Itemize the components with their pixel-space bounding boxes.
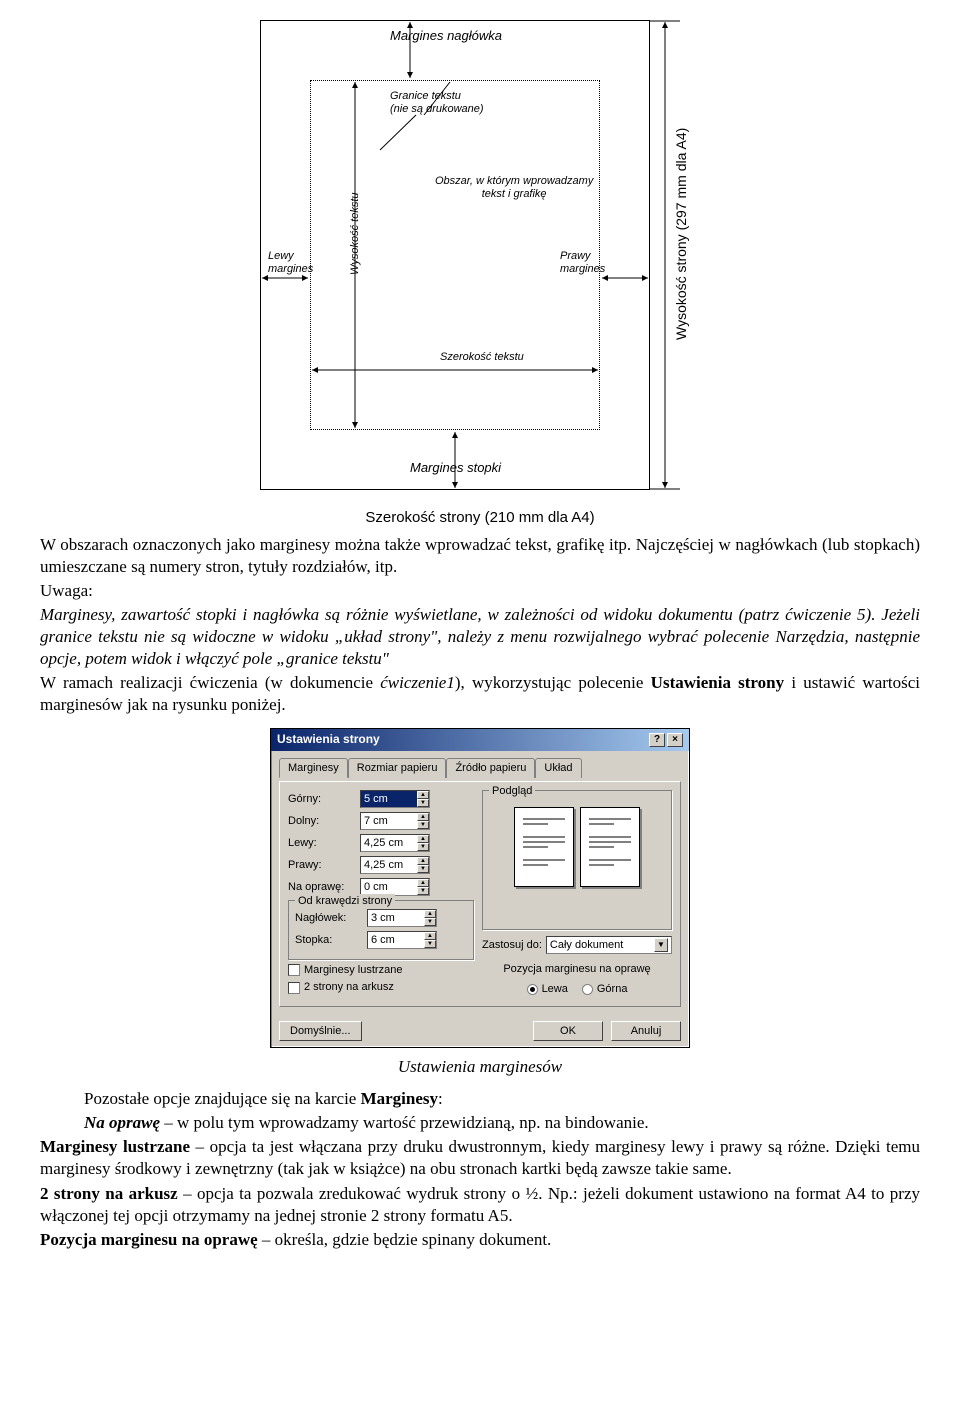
- dialog-title: Ustawienia strony: [277, 732, 380, 748]
- input-left[interactable]: 4,25 cm▲▼: [360, 834, 430, 852]
- edge-group-title: Od krawędzi strony: [295, 894, 395, 908]
- input-footer[interactable]: 6 cm▲▼: [367, 931, 437, 949]
- dialog-titlebar: Ustawienia strony ? ×: [271, 729, 689, 751]
- ok-button[interactable]: OK: [533, 1021, 603, 1041]
- input-bottom[interactable]: 7 cm▲▼: [360, 812, 430, 830]
- text-height-label: Wysokość tekstu: [348, 192, 362, 275]
- label-header: Nagłówek:: [295, 911, 363, 925]
- label-left: Lewy:: [288, 836, 356, 850]
- paragraph-note: Marginesy, zawartość stopki i nagłówka s…: [40, 604, 920, 670]
- preview-page-2: [580, 807, 640, 887]
- footer-margin-label: Margines stopki: [410, 460, 501, 477]
- radio-left[interactable]: Lewa: [527, 982, 568, 996]
- apply-to-combo[interactable]: Cały dokument ▼: [546, 936, 672, 954]
- label-footer: Stopka:: [295, 933, 363, 947]
- checkbox-mirror[interactable]: Marginesy lustrzane: [288, 963, 474, 977]
- page-setup-dialog: Ustawienia strony ? × Marginesy Rozmiar …: [270, 728, 690, 1048]
- edge-group: Od krawędzi strony Nagłówek: 3 cm▲▼ Stop…: [288, 900, 474, 960]
- paragraph-gutter-pos: Pozycja marginesu na oprawę – określa, g…: [40, 1229, 920, 1251]
- paragraph-two-pages: 2 strony na arkusz – opcja ta pozwala zr…: [40, 1183, 920, 1227]
- label-right: Prawy:: [288, 858, 356, 872]
- paragraph-mirror: Marginesy lustrzane – opcja ta jest włąc…: [40, 1136, 920, 1180]
- gutter-pos-label: Pozycja marginesu na oprawę: [482, 962, 672, 976]
- checkbox-two-pages[interactable]: 2 strony na arkusz: [288, 980, 474, 994]
- paragraph-remaining: Pozostałe opcje znajdujące się na karcie…: [84, 1088, 920, 1110]
- radio-top[interactable]: Górna: [582, 982, 628, 996]
- dialog-caption: Ustawienia marginesów: [40, 1056, 920, 1078]
- chevron-down-icon: ▼: [654, 938, 668, 952]
- preview-group: Podgląd: [482, 790, 672, 930]
- input-top[interactable]: 5 cm▲▼: [360, 790, 430, 808]
- page-height-label: Wysokość strony (297 mm dla A4): [672, 128, 690, 340]
- label-bottom: Dolny:: [288, 814, 356, 828]
- apply-to-label: Zastosuj do:: [482, 938, 542, 952]
- label-top: Górny:: [288, 792, 356, 806]
- tab-paper-size[interactable]: Rozmiar papieru: [348, 758, 447, 778]
- preview-page-1: [514, 807, 574, 887]
- tab-paper-source[interactable]: Źródło papieru: [446, 758, 535, 778]
- paragraph-1: W obszarach oznaczonych jako marginesy m…: [40, 534, 920, 578]
- label-gutter: Na oprawę:: [288, 880, 356, 894]
- input-header[interactable]: 3 cm▲▼: [367, 909, 437, 927]
- paragraph-gutter-opt: Na oprawę – w polu tym wprowadzamy warto…: [84, 1112, 920, 1134]
- right-margin-label: Prawy margines: [560, 250, 605, 276]
- header-margin-label: Margines nagłówka: [390, 28, 502, 45]
- page-width-caption: Szerokość strony (210 mm dla A4): [40, 508, 920, 528]
- paragraph-exercise: W ramach realizacji ćwiczenia (w dokumen…: [40, 672, 920, 716]
- tab-margins[interactable]: Marginesy: [279, 758, 348, 778]
- cancel-button[interactable]: Anuluj: [611, 1021, 681, 1041]
- text-boundary-label: Granice tekstu (nie są drukowane): [390, 90, 484, 116]
- paragraph-uwaga: Uwaga:: [40, 580, 920, 602]
- help-button[interactable]: ?: [649, 733, 665, 747]
- uwaga-label: Uwaga:: [40, 581, 93, 600]
- left-margin-label: Lewy margines: [268, 250, 313, 276]
- default-button[interactable]: Domyślnie...: [279, 1021, 362, 1041]
- text-area-label: Obszar, w którym wprowadzamy tekst i gra…: [435, 175, 593, 201]
- tabs: Marginesy Rozmiar papieru Źródło papieru…: [279, 757, 681, 777]
- input-right[interactable]: 4,25 cm▲▼: [360, 856, 430, 874]
- text-width-label: Szerokość tekstu: [440, 350, 524, 364]
- preview-title: Podgląd: [489, 784, 535, 798]
- close-button[interactable]: ×: [667, 733, 683, 747]
- tab-layout[interactable]: Układ: [535, 758, 581, 778]
- page-margins-diagram: Margines nagłówka Granice tekstu (nie są…: [260, 20, 700, 500]
